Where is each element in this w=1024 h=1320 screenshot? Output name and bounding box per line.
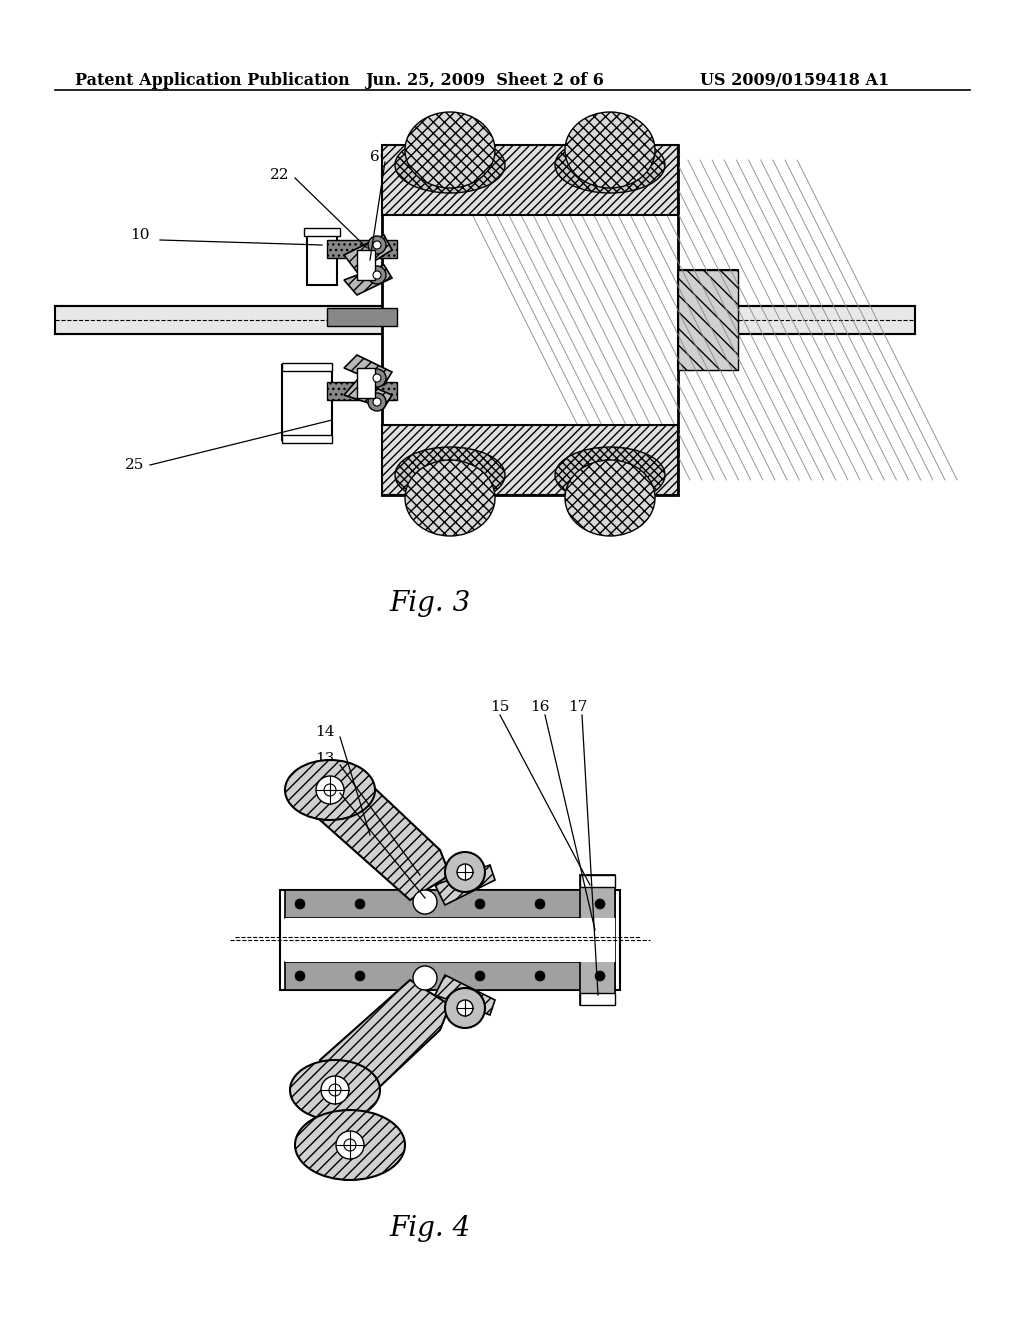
Bar — [382, 425, 678, 495]
Circle shape — [368, 370, 386, 387]
Bar — [282, 363, 332, 371]
Text: 25: 25 — [125, 458, 144, 473]
Text: Fig. 3: Fig. 3 — [389, 590, 471, 616]
Ellipse shape — [295, 1110, 406, 1180]
Circle shape — [373, 399, 381, 407]
Polygon shape — [344, 235, 392, 272]
Polygon shape — [678, 271, 738, 370]
Bar — [285, 917, 615, 962]
Text: 60: 60 — [370, 150, 389, 164]
Text: 16: 16 — [530, 700, 550, 714]
Polygon shape — [319, 766, 450, 900]
Polygon shape — [435, 975, 495, 1015]
Circle shape — [368, 393, 386, 411]
Circle shape — [457, 1001, 473, 1016]
Text: 14: 14 — [315, 725, 335, 739]
Circle shape — [595, 972, 605, 981]
Polygon shape — [344, 355, 392, 385]
Circle shape — [368, 267, 386, 284]
Ellipse shape — [290, 1060, 380, 1119]
Circle shape — [321, 1076, 349, 1104]
Bar — [285, 890, 615, 917]
Text: Fig. 4: Fig. 4 — [389, 1214, 471, 1242]
Ellipse shape — [565, 112, 655, 187]
Bar — [282, 366, 332, 440]
Ellipse shape — [565, 459, 655, 536]
Circle shape — [344, 1139, 356, 1151]
Circle shape — [316, 776, 344, 804]
Bar — [382, 145, 678, 495]
Text: 13: 13 — [315, 752, 335, 766]
Bar — [327, 240, 397, 257]
Circle shape — [373, 374, 381, 381]
Bar — [280, 890, 620, 990]
Bar — [382, 145, 678, 215]
Circle shape — [413, 966, 437, 990]
Text: US 2009/0159418 A1: US 2009/0159418 A1 — [700, 73, 889, 88]
Bar — [580, 875, 615, 1005]
Circle shape — [595, 899, 605, 909]
Circle shape — [415, 899, 425, 909]
Text: Patent Application Publication: Patent Application Publication — [75, 73, 350, 88]
Circle shape — [457, 865, 473, 880]
Text: 15: 15 — [490, 700, 509, 714]
Ellipse shape — [395, 137, 505, 193]
Text: Jun. 25, 2009  Sheet 2 of 6: Jun. 25, 2009 Sheet 2 of 6 — [365, 73, 604, 88]
Bar — [304, 228, 340, 236]
Circle shape — [535, 899, 545, 909]
Circle shape — [475, 899, 485, 909]
Bar — [307, 230, 337, 285]
Circle shape — [355, 899, 365, 909]
Text: 22: 22 — [270, 168, 290, 182]
Bar — [445, 160, 615, 480]
Circle shape — [355, 972, 365, 981]
Polygon shape — [344, 265, 392, 294]
Circle shape — [324, 784, 336, 796]
Ellipse shape — [285, 760, 375, 820]
Circle shape — [535, 972, 545, 981]
Circle shape — [373, 271, 381, 279]
Polygon shape — [344, 380, 392, 408]
Bar — [327, 308, 397, 326]
Bar — [580, 875, 615, 887]
Text: 10: 10 — [130, 228, 150, 242]
Bar — [357, 368, 375, 399]
Circle shape — [295, 899, 305, 909]
Ellipse shape — [395, 447, 505, 503]
Circle shape — [415, 972, 425, 981]
Ellipse shape — [406, 112, 495, 187]
Bar — [678, 271, 738, 370]
Ellipse shape — [555, 447, 665, 503]
Text: 12: 12 — [315, 777, 335, 792]
Ellipse shape — [555, 137, 665, 193]
Bar — [580, 993, 615, 1005]
Circle shape — [336, 1131, 364, 1159]
Circle shape — [445, 851, 485, 892]
Bar — [282, 436, 332, 444]
Circle shape — [445, 987, 485, 1028]
Ellipse shape — [406, 459, 495, 536]
Bar — [357, 249, 375, 280]
Circle shape — [295, 972, 305, 981]
Bar — [55, 306, 915, 334]
Circle shape — [329, 1084, 341, 1096]
Polygon shape — [319, 979, 450, 1110]
Polygon shape — [435, 865, 495, 906]
Circle shape — [373, 242, 381, 249]
Circle shape — [368, 236, 386, 253]
Circle shape — [475, 972, 485, 981]
Bar — [285, 962, 615, 990]
Text: 17: 17 — [568, 700, 588, 714]
Bar — [327, 381, 397, 400]
Circle shape — [413, 890, 437, 913]
